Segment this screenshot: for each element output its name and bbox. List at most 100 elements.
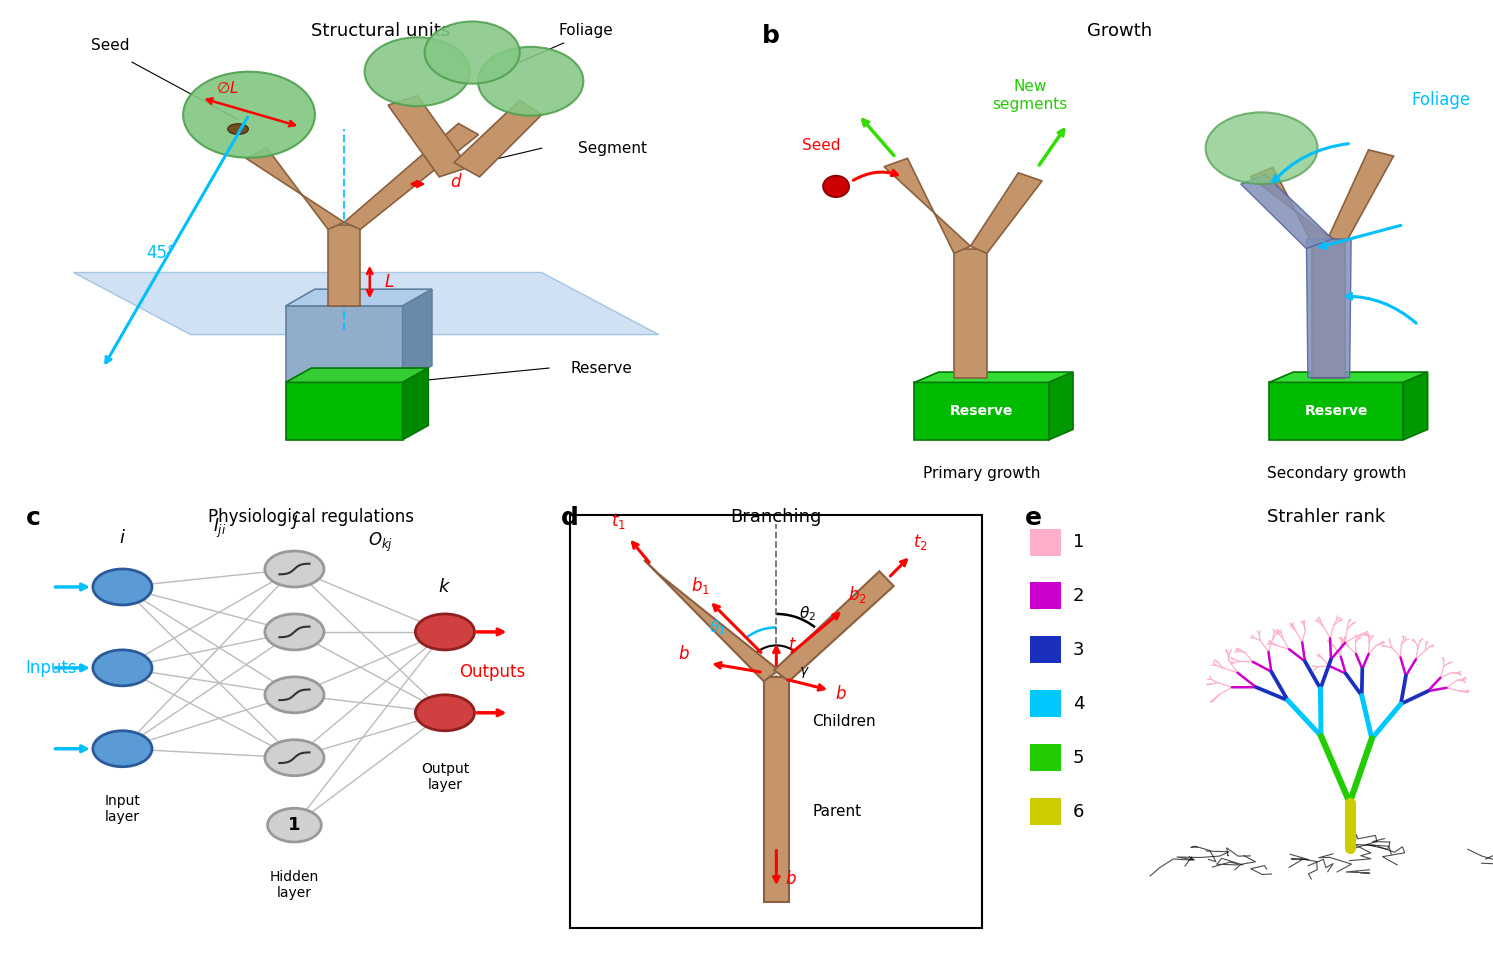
Circle shape bbox=[184, 72, 315, 158]
Text: $d$: $d$ bbox=[451, 173, 463, 190]
Text: Foliage: Foliage bbox=[1411, 92, 1471, 109]
Polygon shape bbox=[285, 290, 431, 306]
Ellipse shape bbox=[823, 176, 850, 197]
Polygon shape bbox=[884, 159, 970, 253]
Polygon shape bbox=[1329, 150, 1393, 244]
Text: Seed: Seed bbox=[91, 37, 130, 53]
Text: Children: Children bbox=[812, 714, 876, 729]
Text: Reserve: Reserve bbox=[950, 404, 1014, 418]
Text: $b$: $b$ bbox=[785, 870, 797, 887]
Bar bbox=[1030, 637, 1060, 663]
Text: 1: 1 bbox=[1072, 533, 1084, 551]
Text: Secondary growth: Secondary growth bbox=[1266, 466, 1406, 481]
Bar bbox=[1030, 582, 1060, 610]
Text: Strahler rank: Strahler rank bbox=[1266, 509, 1386, 527]
Polygon shape bbox=[914, 382, 1048, 440]
Bar bbox=[1030, 798, 1060, 825]
Text: Branching: Branching bbox=[730, 509, 823, 527]
Polygon shape bbox=[454, 100, 542, 177]
Polygon shape bbox=[914, 372, 1073, 382]
Text: $t_2$: $t_2$ bbox=[912, 532, 927, 552]
Text: $t$: $t$ bbox=[788, 636, 797, 654]
Polygon shape bbox=[1250, 167, 1329, 244]
Ellipse shape bbox=[264, 614, 324, 650]
Polygon shape bbox=[1306, 239, 1351, 378]
Text: e: e bbox=[1024, 506, 1042, 531]
Polygon shape bbox=[388, 96, 469, 177]
Text: $b_1$: $b_1$ bbox=[691, 576, 711, 597]
Text: Seed: Seed bbox=[802, 138, 841, 153]
Text: $L$: $L$ bbox=[384, 273, 394, 291]
Text: Inputs: Inputs bbox=[25, 659, 78, 677]
Text: 2: 2 bbox=[1072, 587, 1084, 605]
Text: $j$: $j$ bbox=[290, 509, 299, 531]
Text: Reserve: Reserve bbox=[570, 360, 633, 376]
Polygon shape bbox=[1269, 372, 1427, 382]
Ellipse shape bbox=[415, 614, 475, 650]
Polygon shape bbox=[403, 368, 428, 440]
Text: 4: 4 bbox=[1072, 695, 1084, 713]
Ellipse shape bbox=[264, 551, 324, 587]
Circle shape bbox=[478, 47, 584, 116]
Polygon shape bbox=[1048, 372, 1073, 440]
Text: Growth: Growth bbox=[1087, 22, 1153, 39]
Text: d: d bbox=[561, 506, 579, 531]
Circle shape bbox=[1206, 113, 1317, 185]
Polygon shape bbox=[970, 173, 1042, 253]
Circle shape bbox=[424, 22, 520, 84]
Text: $\emptyset L$: $\emptyset L$ bbox=[215, 80, 239, 97]
Ellipse shape bbox=[415, 695, 475, 730]
Text: Physiological regulations: Physiological regulations bbox=[208, 509, 414, 527]
Text: $\theta_2$: $\theta_2$ bbox=[799, 604, 815, 623]
Polygon shape bbox=[328, 225, 360, 306]
Text: $b$: $b$ bbox=[678, 645, 690, 663]
Polygon shape bbox=[1312, 239, 1345, 378]
Text: Primary growth: Primary growth bbox=[923, 466, 1041, 481]
Polygon shape bbox=[285, 382, 403, 440]
Bar bbox=[1030, 744, 1060, 771]
Ellipse shape bbox=[228, 123, 248, 135]
Text: 45°: 45° bbox=[146, 244, 176, 262]
Polygon shape bbox=[1241, 175, 1332, 249]
Text: New
segments: New segments bbox=[993, 79, 1067, 112]
Ellipse shape bbox=[93, 569, 152, 605]
Text: 5: 5 bbox=[1072, 749, 1084, 767]
Text: $b_2$: $b_2$ bbox=[848, 584, 867, 605]
Circle shape bbox=[364, 37, 470, 106]
Text: 1: 1 bbox=[288, 816, 300, 835]
Text: Structural units: Structural units bbox=[311, 22, 451, 39]
Text: $i$: $i$ bbox=[119, 529, 125, 547]
Text: Parent: Parent bbox=[812, 804, 861, 819]
Polygon shape bbox=[1403, 372, 1427, 440]
Polygon shape bbox=[285, 368, 428, 382]
Ellipse shape bbox=[267, 808, 321, 842]
Polygon shape bbox=[246, 147, 345, 229]
Text: $b$: $b$ bbox=[835, 685, 847, 704]
Text: $O_{kj}$: $O_{kj}$ bbox=[367, 531, 393, 554]
Text: Segment: Segment bbox=[578, 141, 648, 156]
Text: $\theta_1$: $\theta_1$ bbox=[709, 618, 726, 637]
Polygon shape bbox=[285, 306, 403, 382]
Ellipse shape bbox=[264, 677, 324, 713]
Polygon shape bbox=[403, 290, 431, 382]
Text: Input
layer: Input layer bbox=[105, 793, 140, 824]
Ellipse shape bbox=[93, 650, 152, 685]
Ellipse shape bbox=[264, 740, 324, 775]
Text: $I_{ji}$: $I_{ji}$ bbox=[212, 517, 225, 540]
Text: Reserve: Reserve bbox=[1305, 404, 1368, 418]
Bar bbox=[1030, 690, 1060, 717]
Polygon shape bbox=[73, 272, 658, 335]
Text: $k$: $k$ bbox=[439, 578, 451, 596]
Bar bbox=[1030, 529, 1060, 555]
Polygon shape bbox=[345, 123, 479, 229]
Text: Hidden
layer: Hidden layer bbox=[270, 870, 320, 901]
Text: $\gamma$: $\gamma$ bbox=[799, 664, 809, 680]
Polygon shape bbox=[643, 560, 779, 682]
Polygon shape bbox=[1269, 382, 1403, 440]
Text: 3: 3 bbox=[1072, 641, 1084, 659]
Text: Foliage: Foliage bbox=[558, 23, 614, 38]
Text: 6: 6 bbox=[1072, 803, 1084, 820]
Text: c: c bbox=[25, 506, 40, 531]
Polygon shape bbox=[764, 677, 788, 902]
Text: Output
layer: Output layer bbox=[421, 762, 469, 793]
